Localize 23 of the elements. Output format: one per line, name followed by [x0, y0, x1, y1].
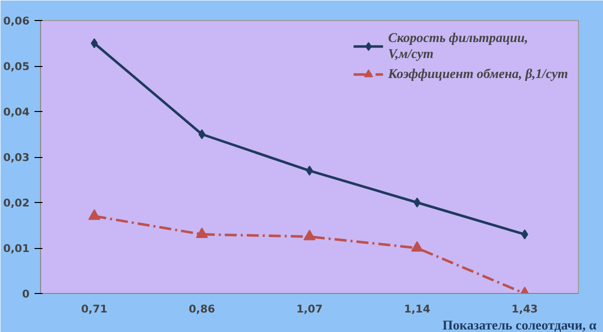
y-tick-label: 0,02 — [3, 196, 30, 210]
legend-label: Коэффициент обмена, β,1/сут — [388, 66, 568, 82]
x-tick-label: 0,71 — [81, 302, 108, 316]
y-tick-label: 0 — [22, 288, 30, 300]
point — [304, 230, 316, 240]
x-axis-title: Показатель солеотдачи, α — [442, 318, 598, 332]
y-tick-label: 0,04 — [3, 106, 30, 118]
point — [414, 198, 421, 208]
point — [88, 209, 100, 220]
y-tick-label: 0,05 — [3, 60, 30, 73]
point — [521, 229, 528, 240]
y-tick-label: 0,06 — [3, 14, 30, 28]
x-tick-label: 1,07 — [296, 302, 323, 316]
point — [90, 38, 98, 48]
x-tick-label: 0,86 — [188, 302, 216, 316]
x-tick-label: 1,43 — [512, 302, 538, 316]
point — [411, 241, 424, 252]
y-tick-label: 0,01 — [3, 242, 30, 255]
point — [196, 228, 208, 238]
point — [198, 129, 206, 140]
y-tick-label: 0,03 — [3, 151, 30, 164]
legend-label: Скорость фильтрации, V,м/сут — [388, 30, 528, 62]
x-tick-label: 1,14 — [404, 302, 430, 316]
